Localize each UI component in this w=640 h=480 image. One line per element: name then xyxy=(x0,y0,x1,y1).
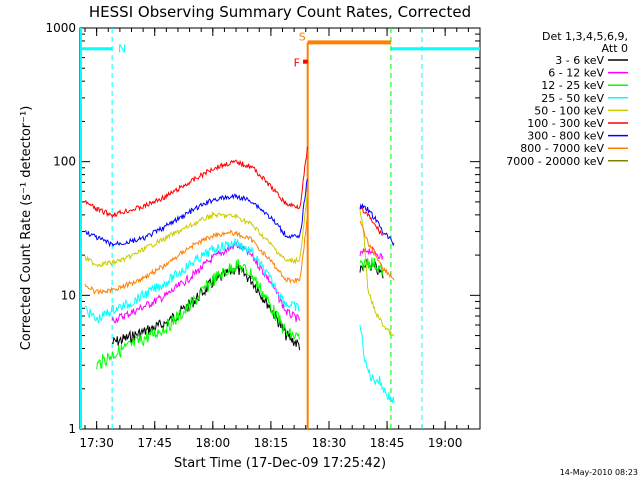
legend-label: 7000 - 20000 keV xyxy=(506,155,604,168)
chart-title: HESSI Observing Summary Count Rates, Cor… xyxy=(89,3,471,21)
series-line-2-late xyxy=(359,257,384,277)
annotation-n: N xyxy=(118,43,126,56)
series-line-3 xyxy=(84,238,301,324)
legend-label: 300 - 800 keV xyxy=(527,130,604,143)
x-tick-label: 17:45 xyxy=(137,436,172,450)
x-axis-label: Start Time (17-Dec-09 17:25:42) xyxy=(174,456,386,471)
annotation-f: F xyxy=(294,57,300,70)
series-line-1-late xyxy=(359,246,384,261)
series-line-5-late xyxy=(359,206,384,237)
series-line-6-late xyxy=(359,202,395,247)
series-line-5 xyxy=(84,146,308,219)
series-line-3-late xyxy=(359,324,395,404)
series-line-7 xyxy=(84,216,308,295)
x-tick-label: 17:30 xyxy=(79,436,114,450)
y-tick-label: 100 xyxy=(53,155,76,169)
y-axis-label: Corrected Count Rate (s⁻¹ detector⁻¹) xyxy=(19,106,34,351)
legend-label: 6 - 12 keV xyxy=(548,67,604,80)
series-line-6 xyxy=(84,178,308,248)
x-tick-label: 18:30 xyxy=(312,436,347,450)
legend-label: 100 - 300 keV xyxy=(527,117,604,130)
x-tick-label: 18:15 xyxy=(254,436,289,450)
x-tick-label: 18:45 xyxy=(370,436,405,450)
y-tick-label: 1000 xyxy=(45,21,76,35)
overlays: N S F xyxy=(80,28,480,429)
x-tick-label: 19:00 xyxy=(428,436,463,450)
legend-header-1: Det 1,3,4,5,6,9, xyxy=(542,30,628,43)
legend-label: 3 - 6 keV xyxy=(555,54,604,67)
legend-label: 12 - 25 keV xyxy=(541,79,604,92)
legend-label: 25 - 50 keV xyxy=(541,92,604,105)
legend-label: 50 - 100 keV xyxy=(534,104,604,117)
series-line-2 xyxy=(96,259,300,370)
series-lines xyxy=(84,146,395,404)
series-line-4-late xyxy=(359,210,395,337)
legend-header-2: Att 0 xyxy=(602,42,628,55)
series-line-4 xyxy=(84,192,308,268)
annotation-s: S xyxy=(299,30,306,43)
y-tick-label: 10 xyxy=(61,288,76,302)
y-tick-label: 1 xyxy=(68,422,76,436)
footer-date: 14-May-2010 08:23 xyxy=(560,468,638,477)
legend-label: 800 - 7000 keV xyxy=(520,142,604,155)
series-line-7-late xyxy=(359,220,395,281)
series-line-1 xyxy=(111,241,301,324)
x-tick-label: 18:00 xyxy=(196,436,231,450)
